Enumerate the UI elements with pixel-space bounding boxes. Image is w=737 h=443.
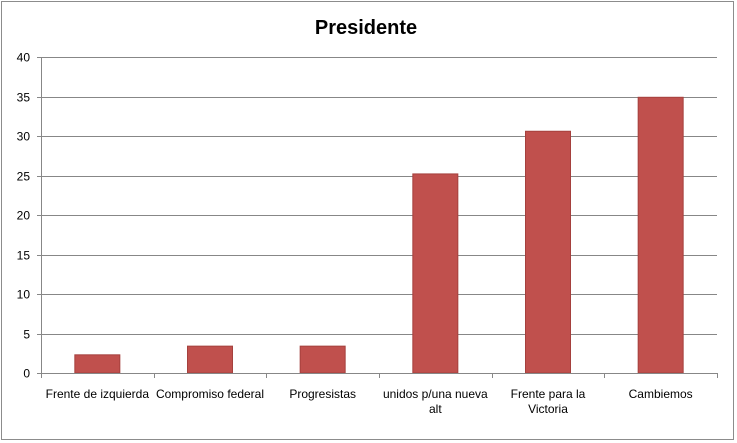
y-tick-label: 15 — [17, 249, 31, 263]
x-tick-label: unidos p/una nueva alt — [383, 387, 488, 416]
chart-title: Presidente — [315, 17, 417, 39]
y-tick-label: 20 — [17, 209, 31, 223]
y-tick-label: 30 — [17, 130, 31, 144]
bar — [525, 130, 571, 374]
x-tick-label: Cambiemos — [629, 387, 693, 401]
bars — [74, 96, 684, 374]
y-tick-label: 25 — [17, 170, 31, 184]
x-tick-label: Compromiso federal — [156, 387, 264, 401]
bar — [299, 345, 346, 374]
bar — [74, 354, 121, 374]
y-tick-labels: 0 5 10 15 20 25 30 35 40 — [17, 51, 31, 381]
bar — [187, 345, 233, 374]
y-tick-label: 10 — [17, 288, 31, 302]
gridlines — [41, 57, 717, 335]
x-tick-labels: Frente de izquierda Compromiso federal Pro… — [46, 387, 693, 416]
bar — [637, 96, 684, 374]
y-tick-label: 5 — [23, 328, 30, 342]
x-tick-label: Frente de izquierda — [46, 387, 150, 401]
x-tick-label: Frente para la Victoria — [511, 387, 586, 416]
y-tick-label: 40 — [17, 51, 31, 65]
bar — [412, 173, 459, 374]
axes — [37, 57, 718, 378]
y-tick-label: 0 — [23, 367, 30, 381]
x-tick-label: Progresistas — [289, 387, 356, 401]
y-tick-label: 35 — [17, 91, 31, 105]
